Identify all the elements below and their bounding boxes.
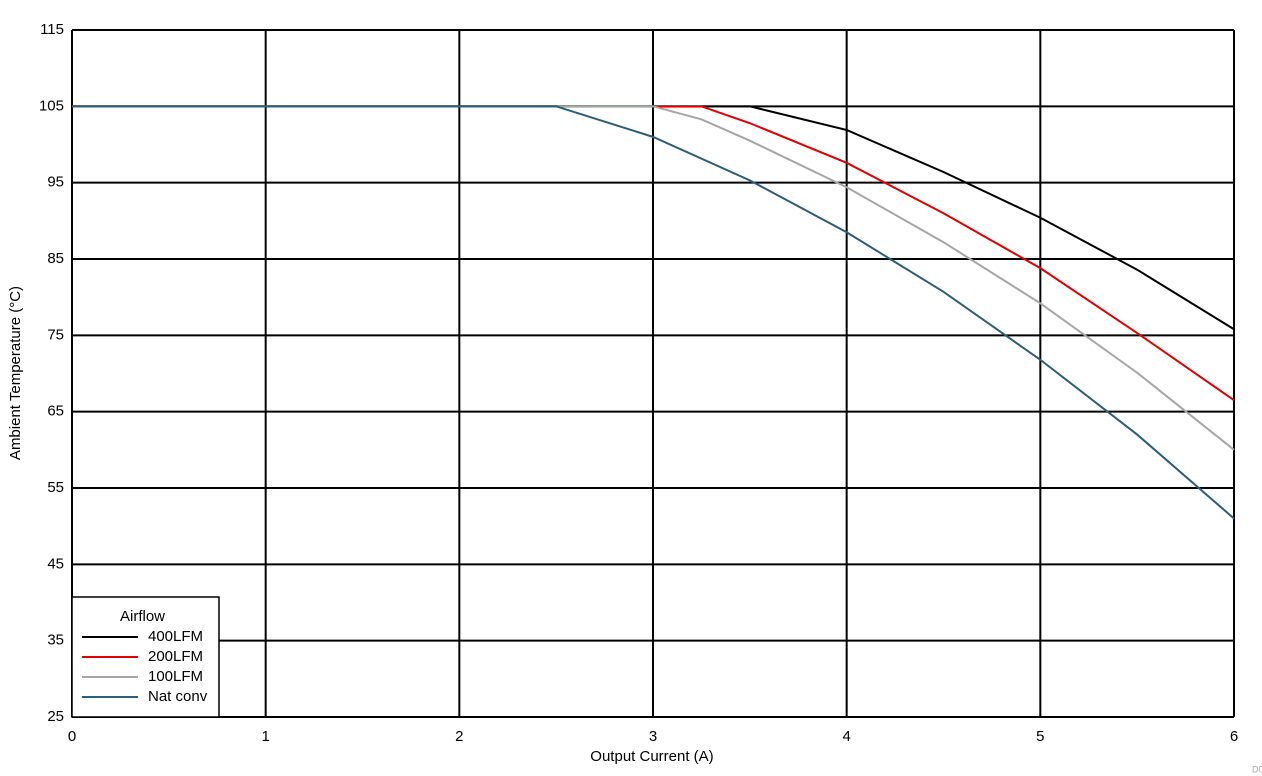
corner-note: D0 bbox=[1252, 764, 1262, 774]
y-tick-label: 45 bbox=[47, 555, 64, 572]
y-tick-label: 65 bbox=[47, 403, 64, 420]
x-tick-label: 1 bbox=[261, 728, 269, 745]
x-tick-label: 2 bbox=[455, 728, 463, 745]
legend-label: 200LFM bbox=[148, 648, 203, 665]
data-line bbox=[72, 105, 1235, 402]
y-tick-label: 95 bbox=[47, 174, 64, 191]
y-tick-label: 25 bbox=[47, 708, 64, 725]
y-tick-label: 105 bbox=[39, 97, 64, 114]
data-line bbox=[72, 105, 1235, 451]
y-tick-label: 35 bbox=[47, 632, 64, 649]
data-line bbox=[72, 105, 1235, 520]
y-tick-label: 85 bbox=[47, 250, 64, 267]
legend-label: Nat conv bbox=[148, 688, 208, 705]
x-tick-label: 0 bbox=[68, 728, 76, 745]
x-tick-label: 6 bbox=[1230, 728, 1238, 745]
data-line bbox=[72, 105, 1235, 331]
y-tick-label: 115 bbox=[40, 21, 64, 38]
y-tick-label: 55 bbox=[47, 479, 64, 496]
y-tick-label: 75 bbox=[47, 326, 64, 343]
legend-label: 100LFM bbox=[148, 668, 203, 685]
y-axis-label: Ambient Temperature (°C) bbox=[7, 286, 24, 460]
x-tick-label: 3 bbox=[649, 728, 657, 745]
x-tick-label: 4 bbox=[842, 728, 850, 745]
x-axis-label: Output Current (A) bbox=[590, 748, 713, 765]
legend-title: Airflow bbox=[120, 608, 165, 625]
legend-label: 400LFM bbox=[148, 628, 203, 645]
x-tick-label: 5 bbox=[1036, 728, 1044, 745]
